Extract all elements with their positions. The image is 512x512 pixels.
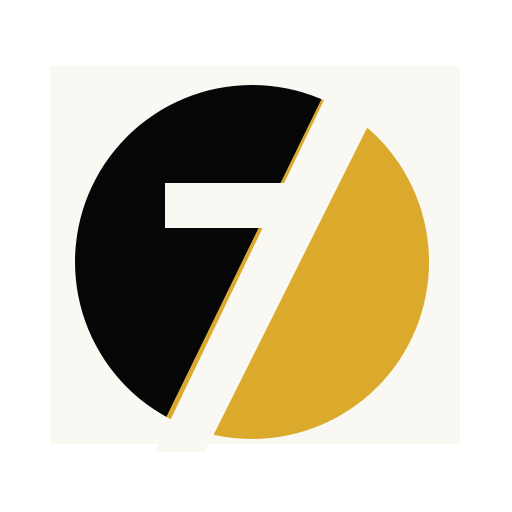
logo-seven-bar [165,183,330,228]
